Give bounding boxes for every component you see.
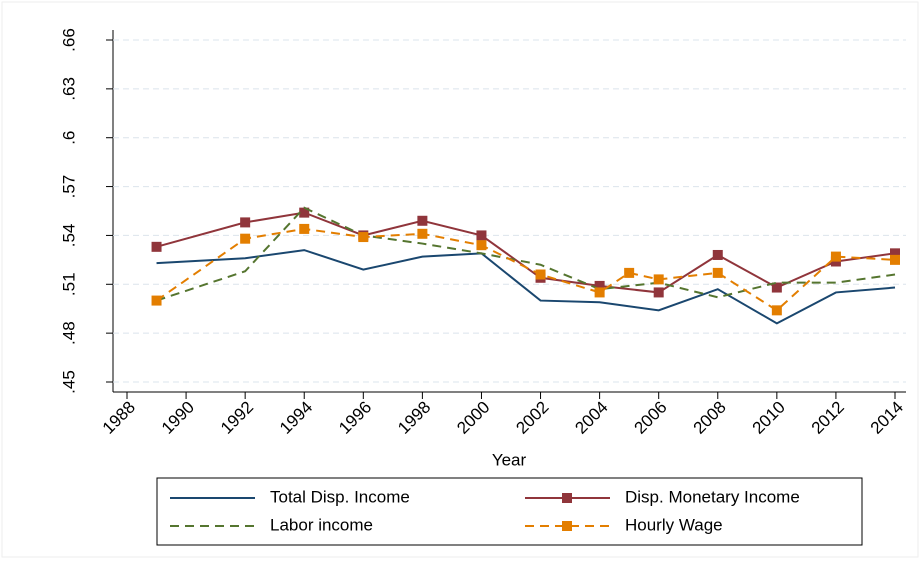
point-marker [890,254,900,265]
point-marker [653,287,664,298]
legend-box [156,477,863,546]
y-tick-label: .63 [59,77,78,101]
y-tick-label: .45 [59,370,78,394]
series-line [156,206,896,302]
legend-label: Labor income [270,515,373,534]
point-marker [417,215,428,226]
point-marker [417,228,428,239]
point-marker [151,295,162,306]
y-tick-label: .6 [59,131,78,145]
point-marker [653,274,664,285]
legend-label: Disp. Monetary Income [625,487,800,506]
point-marker [830,251,841,262]
legend-marker [562,493,572,503]
point-marker [151,241,162,252]
point-marker [594,287,605,298]
point-marker [890,248,900,259]
series-line [156,249,896,325]
point-marker [476,240,487,251]
point-marker [358,232,369,243]
point-marker [299,223,310,234]
point-marker [771,305,782,316]
point-marker [240,217,251,228]
y-tick-label: .51 [59,272,78,296]
y-tick-label: .54 [59,224,78,248]
point-marker [535,269,546,280]
legend-marker [562,521,572,531]
series-line [155,227,896,312]
point-marker [594,280,605,291]
y-tick-label: .48 [59,321,78,345]
legend-label: Hourly Wage [625,515,723,534]
legend-label: Total Disp. Income [270,487,410,506]
point-marker [299,207,310,218]
point-marker [712,249,723,260]
x-axis-title: Year [492,450,527,469]
point-marker [476,230,487,241]
point-marker [624,267,635,278]
point-marker [771,282,782,293]
y-tick-label: .66 [59,28,78,52]
point-marker [712,267,723,278]
point-marker [240,233,251,244]
y-tick-label: .57 [59,175,78,199]
